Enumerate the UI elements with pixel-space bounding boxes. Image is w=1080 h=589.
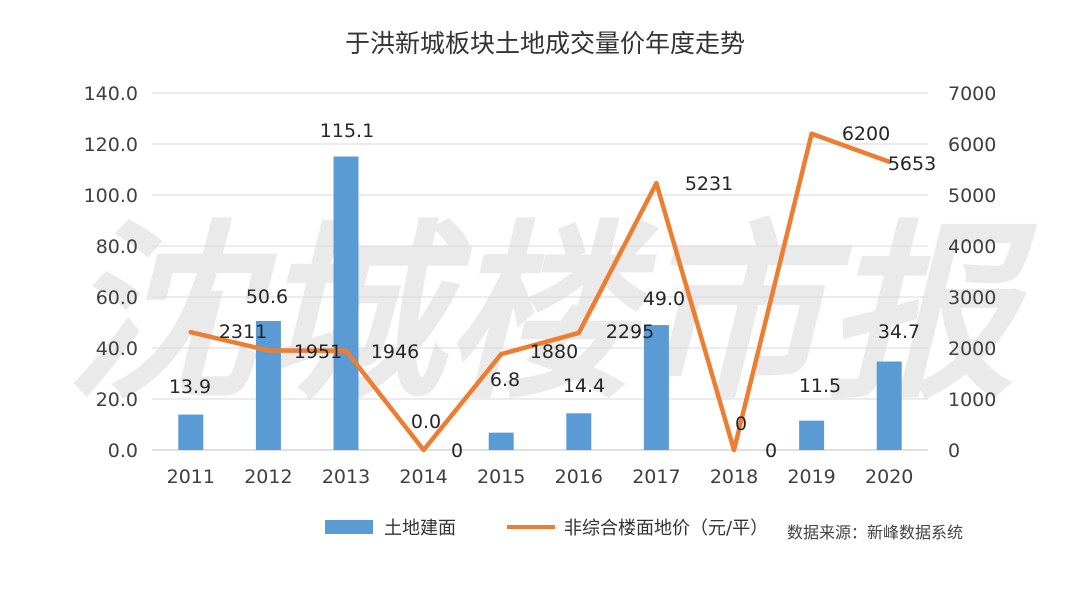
- bar-value-label: 0.0: [411, 411, 441, 433]
- bar-series: [178, 156, 902, 450]
- line-value-label: 6200: [842, 123, 890, 145]
- x-tick-label: 2011: [167, 466, 215, 488]
- line-value-label: 0: [735, 413, 747, 435]
- x-axis-ticks: 2011 2012 2013 2014 2015 2016 2017 2018 2019 2020: [167, 466, 914, 488]
- bar: [255, 320, 281, 450]
- line-point: [343, 348, 349, 353]
- bar-value-label: 14.4: [563, 375, 605, 397]
- y-right-tick-label: 3000: [948, 287, 996, 309]
- y-right-tick-label: 1000: [948, 389, 996, 411]
- x-tick-label: 2019: [787, 466, 835, 488]
- x-tick-label: 2012: [244, 466, 292, 488]
- bar-value-label: 13.9: [169, 376, 211, 398]
- gridlines: [152, 92, 928, 451]
- bar-value-label: 11.5: [799, 375, 841, 397]
- x-tick-label: 2015: [477, 466, 525, 488]
- y-right-tick-label: 7000: [948, 83, 996, 105]
- x-tick-label: 2014: [399, 466, 447, 488]
- y-right-tick-label: 6000: [948, 134, 996, 156]
- line-value-label: 5653: [888, 153, 936, 175]
- y-left-tick-label: 140.0: [84, 83, 138, 105]
- line-value-label: 2311: [219, 321, 267, 343]
- x-tick-label: 2017: [632, 466, 680, 488]
- line-path: [188, 131, 892, 453]
- bar: [876, 361, 902, 450]
- chart-title: 于洪新城板块土地成交量价年度走势: [345, 29, 745, 58]
- line-point: [576, 330, 581, 336]
- y-right-tick-label: 4000: [948, 236, 996, 258]
- data-labels: 13.9 50.6 115.1 0.0 6.8 14.4 49.0 11.5 34.7 2311 1…: [169, 120, 936, 462]
- y-left-tick-label: 100.0: [84, 185, 138, 207]
- x-tick-label: 2018: [710, 466, 758, 488]
- bar-value-label: 34.7: [878, 321, 920, 343]
- line-point: [188, 329, 193, 335]
- y-left-tick-label: 80.0: [96, 236, 138, 258]
- y-right-tick-label: 0: [948, 440, 960, 462]
- bar: [643, 325, 669, 450]
- y-left-tick-label: 20.0: [96, 389, 138, 411]
- y-left-axis-ticks: 0.0 20.0 40.0 60.0 80.0 100.0 120.0 140.0: [84, 83, 138, 462]
- y-right-tick-label: 2000: [948, 338, 996, 360]
- line-value-label: 1951: [294, 341, 342, 363]
- line-value-label: 5231: [685, 173, 733, 195]
- bar: [799, 420, 825, 450]
- line-series: [188, 131, 892, 453]
- legend-label-line: 非综合楼面地价（元/平）: [564, 518, 768, 539]
- bar: [488, 432, 514, 450]
- line-value-label: 0: [451, 440, 463, 462]
- bar: [566, 413, 592, 450]
- line-value-label: 1946: [371, 341, 419, 363]
- line-value-label: 2295: [606, 321, 654, 343]
- bar: [178, 414, 204, 450]
- watermark: 沈城楼市报: [65, 204, 1038, 425]
- line-point: [654, 181, 659, 186]
- bar-value-label: 6.8: [490, 369, 520, 391]
- bar-value-label: 50.6: [246, 286, 288, 308]
- y-left-tick-label: 0.0: [108, 440, 138, 462]
- legend-label-bar: 土地建面: [384, 518, 456, 539]
- y-right-axis-ticks: 0 1000 2000 3000 4000 5000 6000 7000: [948, 83, 996, 462]
- x-tick-label: 2016: [555, 466, 603, 488]
- y-left-tick-label: 40.0: [96, 338, 138, 360]
- y-left-tick-label: 60.0: [96, 287, 138, 309]
- bar: [333, 156, 359, 450]
- line-point: [421, 447, 426, 453]
- x-tick-label: 2013: [322, 466, 370, 488]
- bar-value-label: 115.1: [320, 120, 374, 142]
- line-point: [809, 131, 814, 136]
- bar-value-label: 49.0: [643, 288, 685, 310]
- line-point: [731, 447, 737, 453]
- line-point: [887, 159, 892, 164]
- line-point: [266, 348, 271, 353]
- line-point: [499, 351, 504, 357]
- y-left-tick-label: 120.0: [84, 134, 138, 156]
- y-right-tick-label: 5000: [948, 185, 996, 207]
- source-note: 数据来源：新峰数据系统: [787, 523, 963, 542]
- legend: 土地建面 非综合楼面地价（元/平）: [325, 518, 768, 539]
- line-value-label: 1880: [530, 341, 578, 363]
- extra-value-label: 0: [765, 440, 777, 462]
- legend-swatch-bar: [325, 520, 373, 534]
- x-tick-label: 2020: [865, 466, 913, 488]
